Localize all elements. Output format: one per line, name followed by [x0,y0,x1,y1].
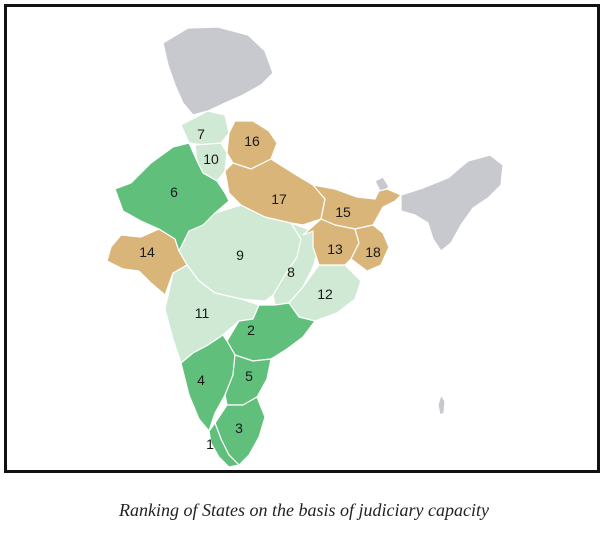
region-north-unranked [162,26,274,116]
rank-label-12: 12 [317,286,333,302]
rank-label-16: 16 [244,133,260,149]
map-frame: 1 2 3 4 5 6 7 8 9 10 11 12 13 14 15 16 1… [4,4,600,473]
region-16 [226,120,278,170]
rank-label-9: 9 [236,247,244,263]
region-1 [208,422,240,468]
rank-label-8: 8 [287,264,295,280]
region-northeast-unranked [400,154,504,252]
rank-label-1: 1 [206,436,214,452]
rank-label-15: 15 [335,204,351,220]
map-caption: Ranking of States on the basis of judici… [119,500,489,520]
rank-label-3: 3 [235,420,243,436]
rank-label-5: 5 [245,368,253,384]
region-islands-unranked [437,394,446,416]
rank-label-6: 6 [170,184,178,200]
region-6 [114,142,230,252]
region-14 [106,228,188,296]
rank-label-4: 4 [197,372,205,388]
region-18 [350,224,390,272]
rank-label-10: 10 [203,151,219,167]
rank-label-14: 14 [139,244,155,260]
rank-label-7: 7 [197,126,205,142]
rank-label-17: 17 [271,191,287,207]
rank-label-11: 11 [195,305,210,321]
rank-label-18: 18 [365,244,381,260]
rank-label-13: 13 [327,241,343,257]
rank-label-2: 2 [247,322,255,338]
region-7 [180,110,230,146]
india-map: 1 2 3 4 5 6 7 8 9 10 11 12 13 14 15 16 1… [106,26,504,468]
region-12 [288,264,362,322]
